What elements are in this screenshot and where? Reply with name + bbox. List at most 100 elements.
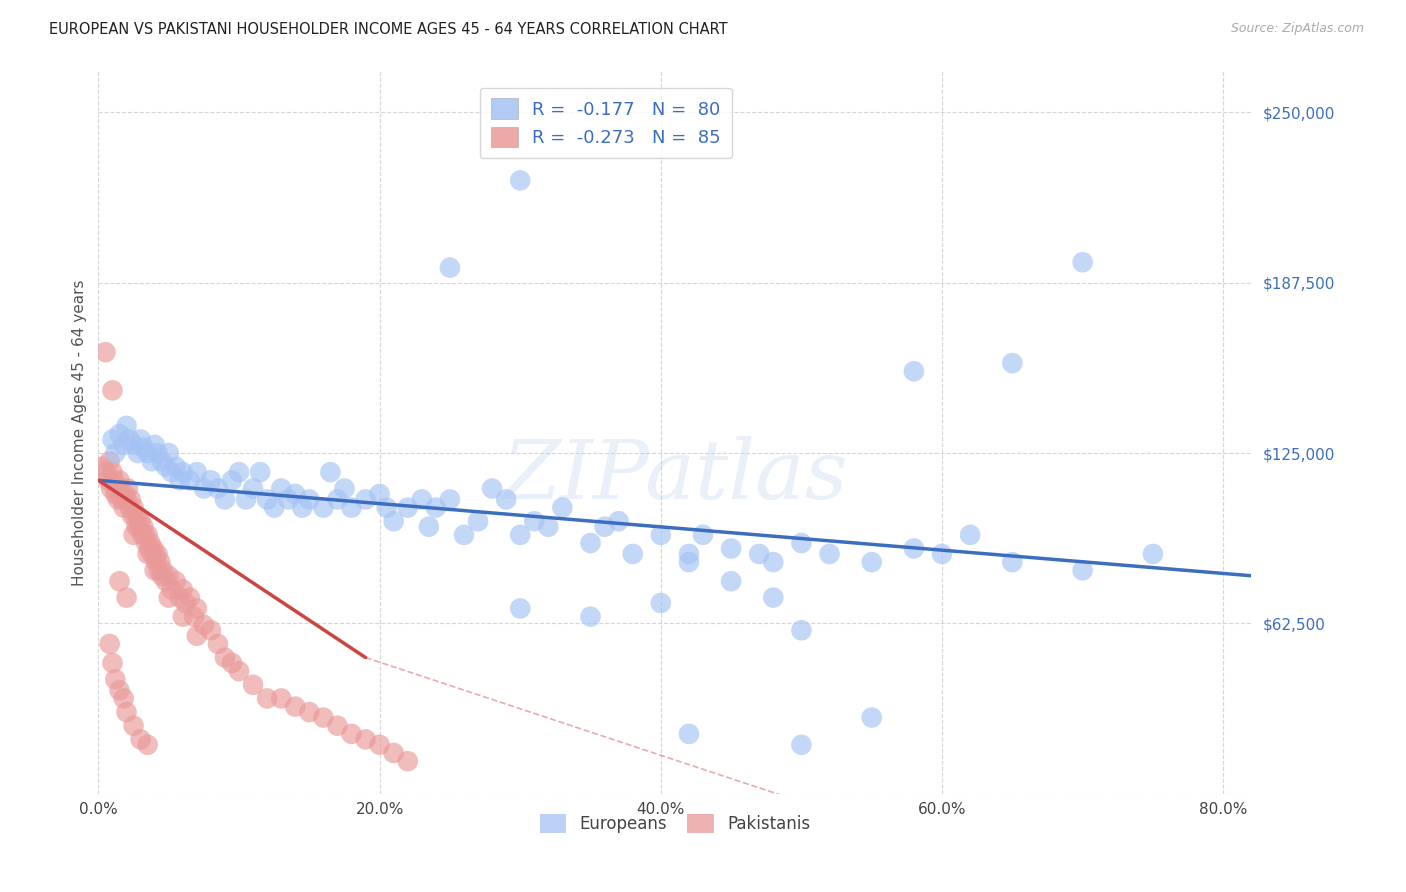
- Point: [1142, 547, 1164, 561]
- Point: [284, 487, 307, 501]
- Point: [425, 500, 447, 515]
- Point: [120, 492, 142, 507]
- Point: [221, 656, 243, 670]
- Point: [579, 609, 602, 624]
- Point: [298, 492, 321, 507]
- Point: [143, 547, 166, 561]
- Point: [326, 719, 349, 733]
- Point: [139, 536, 162, 550]
- Point: [111, 492, 134, 507]
- Point: [141, 454, 163, 468]
- Point: [860, 555, 883, 569]
- Point: [150, 454, 173, 468]
- Point: [179, 473, 201, 487]
- Point: [101, 465, 124, 479]
- Point: [495, 492, 517, 507]
- Text: EUROPEAN VS PAKISTANI HOUSEHOLDER INCOME AGES 45 - 64 YEARS CORRELATION CHART: EUROPEAN VS PAKISTANI HOUSEHOLDER INCOME…: [49, 22, 728, 37]
- Point: [593, 519, 616, 533]
- Point: [748, 547, 770, 561]
- Point: [115, 705, 138, 719]
- Point: [382, 746, 405, 760]
- Point: [193, 482, 215, 496]
- Point: [467, 514, 489, 528]
- Text: ZIPatlas: ZIPatlas: [502, 436, 848, 516]
- Point: [186, 465, 208, 479]
- Point: [579, 536, 602, 550]
- Point: [354, 732, 377, 747]
- Point: [537, 519, 560, 533]
- Point: [277, 492, 299, 507]
- Point: [118, 433, 141, 447]
- Point: [284, 699, 307, 714]
- Point: [621, 547, 644, 561]
- Point: [157, 591, 180, 605]
- Point: [112, 500, 135, 515]
- Point: [132, 519, 155, 533]
- Point: [312, 500, 335, 515]
- Point: [607, 514, 630, 528]
- Point: [115, 418, 138, 433]
- Point: [179, 591, 201, 605]
- Point: [169, 591, 191, 605]
- Point: [98, 454, 121, 468]
- Point: [129, 514, 152, 528]
- Point: [790, 624, 813, 638]
- Point: [790, 536, 813, 550]
- Point: [155, 574, 177, 589]
- Point: [172, 465, 194, 479]
- Point: [145, 555, 167, 569]
- Point: [186, 601, 208, 615]
- Point: [112, 438, 135, 452]
- Point: [368, 487, 391, 501]
- Point: [101, 433, 124, 447]
- Point: [312, 710, 335, 724]
- Point: [207, 482, 229, 496]
- Point: [291, 500, 314, 515]
- Point: [762, 591, 785, 605]
- Point: [101, 384, 124, 398]
- Point: [148, 563, 170, 577]
- Point: [270, 691, 292, 706]
- Point: [108, 473, 131, 487]
- Point: [104, 673, 127, 687]
- Point: [94, 345, 117, 359]
- Legend: Europeans, Pakistanis: Europeans, Pakistanis: [533, 807, 817, 839]
- Point: [214, 650, 236, 665]
- Point: [650, 528, 672, 542]
- Point: [453, 528, 475, 542]
- Point: [860, 710, 883, 724]
- Point: [115, 591, 138, 605]
- Point: [152, 563, 174, 577]
- Point: [214, 492, 236, 507]
- Point: [94, 465, 117, 479]
- Point: [1071, 255, 1094, 269]
- Point: [105, 482, 128, 496]
- Text: Source: ZipAtlas.com: Source: ZipAtlas.com: [1230, 22, 1364, 36]
- Point: [326, 492, 349, 507]
- Point: [270, 482, 292, 496]
- Point: [200, 473, 222, 487]
- Point: [959, 528, 981, 542]
- Point: [112, 691, 135, 706]
- Point: [193, 617, 215, 632]
- Point: [143, 563, 166, 577]
- Point: [108, 683, 131, 698]
- Y-axis label: Householder Income Ages 45 - 64 years: Householder Income Ages 45 - 64 years: [72, 279, 87, 586]
- Point: [149, 555, 172, 569]
- Point: [551, 500, 574, 515]
- Point: [368, 738, 391, 752]
- Point: [101, 656, 124, 670]
- Point: [115, 492, 138, 507]
- Point: [103, 473, 125, 487]
- Point: [692, 528, 714, 542]
- Point: [931, 547, 953, 561]
- Point: [509, 528, 531, 542]
- Point: [249, 465, 271, 479]
- Point: [411, 492, 433, 507]
- Point: [128, 519, 150, 533]
- Point: [142, 541, 165, 556]
- Point: [134, 528, 156, 542]
- Point: [228, 664, 250, 678]
- Point: [650, 596, 672, 610]
- Point: [298, 705, 321, 719]
